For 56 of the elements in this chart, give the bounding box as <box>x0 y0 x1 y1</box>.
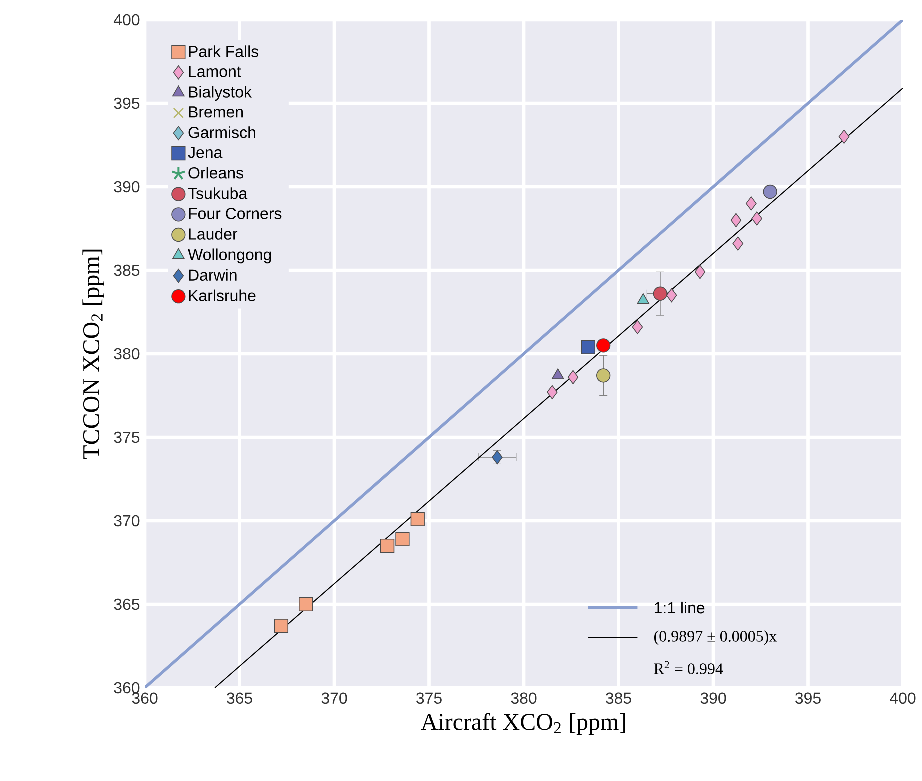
point <box>568 370 579 384</box>
point <box>838 130 850 144</box>
x-tick-label: 380 <box>511 692 537 704</box>
legend-label: Four Corners <box>189 208 282 220</box>
x-tick-label: 385 <box>606 692 632 704</box>
y-tick-label: 395 <box>114 98 140 110</box>
y-tick-label: 365 <box>114 598 140 610</box>
legend-label: Karlsruhe <box>189 290 256 302</box>
point <box>396 532 410 546</box>
point <box>730 213 742 228</box>
point <box>746 196 757 211</box>
x-tick-label: 360 <box>132 692 158 704</box>
legend-label: Park Falls <box>189 46 259 58</box>
point <box>694 265 706 280</box>
y-tick-label: 380 <box>114 348 140 360</box>
point <box>596 368 611 383</box>
x-tick-label: 395 <box>796 692 821 704</box>
x-tick-label: 390 <box>700 692 726 704</box>
point <box>410 512 425 526</box>
y-tick-label: 400 <box>114 14 140 26</box>
point <box>547 385 558 400</box>
x-tick-label: 370 <box>322 692 348 704</box>
legend-label: Jena <box>188 147 223 158</box>
legend-label: Bremen <box>189 106 243 118</box>
point <box>653 286 668 301</box>
point <box>632 320 644 334</box>
y-axis-title: TCCON XCO$_{2}$ [ppm] <box>82 250 104 460</box>
x-tick-label: 365 <box>227 692 252 704</box>
legend-label: Bialystok <box>189 86 252 102</box>
legend-label: Darwin <box>189 269 237 281</box>
legend-label: Lamont <box>189 66 242 78</box>
x-tick-label: 400 <box>890 692 916 704</box>
point <box>299 597 314 612</box>
annotation: R$^{2}$ = 0.994 <box>654 661 724 674</box>
point <box>752 212 762 226</box>
y-tick-label: 385 <box>114 264 140 276</box>
y-tick-label: 360 <box>114 682 140 694</box>
point <box>763 184 778 200</box>
point <box>596 338 611 353</box>
y-tick-label: 370 <box>114 515 140 527</box>
legend-label: Tsukuba <box>188 188 248 200</box>
point <box>380 538 395 554</box>
y-tick-label: 390 <box>114 181 140 193</box>
point <box>666 288 678 303</box>
point <box>274 619 289 634</box>
x-tick-label: 375 <box>416 692 442 704</box>
point <box>732 236 744 251</box>
legend-label: 1:1 line <box>654 602 705 614</box>
legend-label: (0.9897 ± 0.0005)x <box>654 630 777 646</box>
point <box>581 340 596 354</box>
legend-label: Garmisch <box>188 126 256 138</box>
y-tick-label: 375 <box>114 432 140 444</box>
legend-label: Lauder <box>189 228 238 240</box>
x-axis-title: Aircraft XCO$_{2}$ [ppm] <box>421 713 626 736</box>
legend-label: Wollongong <box>188 248 272 264</box>
legend-label: Orleans <box>188 167 244 179</box>
